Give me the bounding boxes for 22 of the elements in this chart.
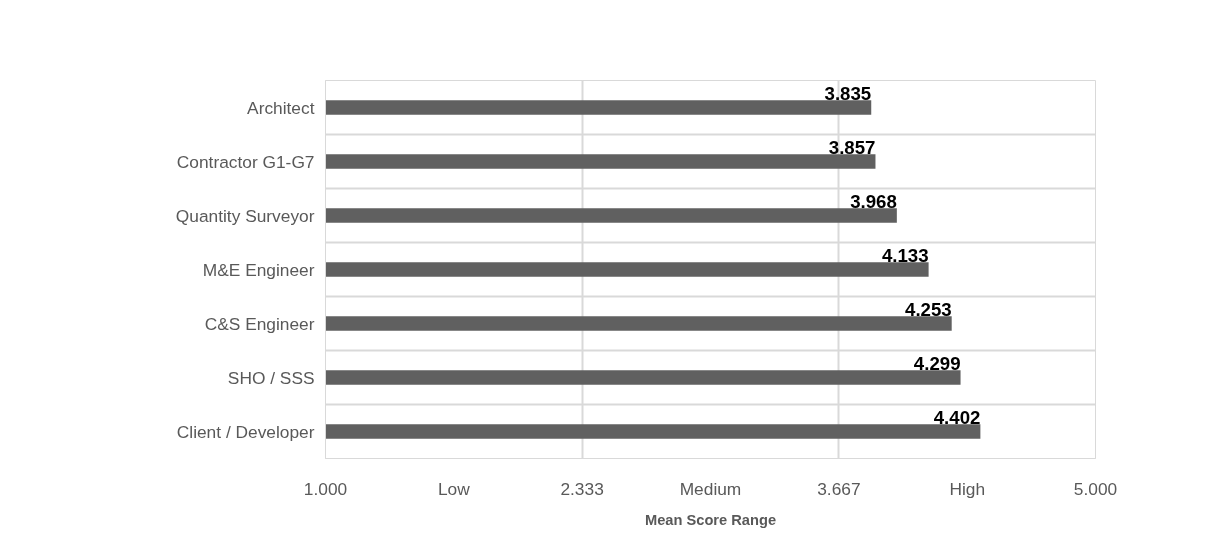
- x-tick-label: 1.000: [303, 478, 348, 499]
- data-label: 3.968: [850, 191, 897, 213]
- y-tick-label: M&E Engineer: [202, 259, 315, 280]
- data-label: 4.253: [905, 299, 952, 321]
- y-tick-label: Client / Developer: [176, 421, 315, 442]
- text: Medium: [679, 478, 742, 499]
- text: High: [949, 478, 986, 499]
- y-tick-label: SHO / SSS: [227, 367, 315, 388]
- data-label: 4.299: [913, 353, 961, 375]
- y-tick-label: C&S Engineer: [204, 313, 315, 334]
- data-label: 3.857: [828, 137, 876, 159]
- x-tick-label: 3.667: [817, 478, 861, 499]
- y-tick-label: Contractor G1-G7: [176, 151, 315, 172]
- text: Low: [437, 478, 471, 499]
- x-tick-label: 2.333: [560, 478, 604, 499]
- y-tick-label: Architect: [247, 97, 315, 118]
- data-label: 4.133: [881, 245, 929, 267]
- x-tick-label: 5.000: [1073, 478, 1118, 499]
- data-label: 3.835: [824, 83, 872, 105]
- x-axis-title: Mean Score Range: [644, 511, 777, 528]
- data-label: 4.402: [933, 407, 981, 429]
- y-tick-label: Quantity Surveyor: [175, 205, 315, 226]
